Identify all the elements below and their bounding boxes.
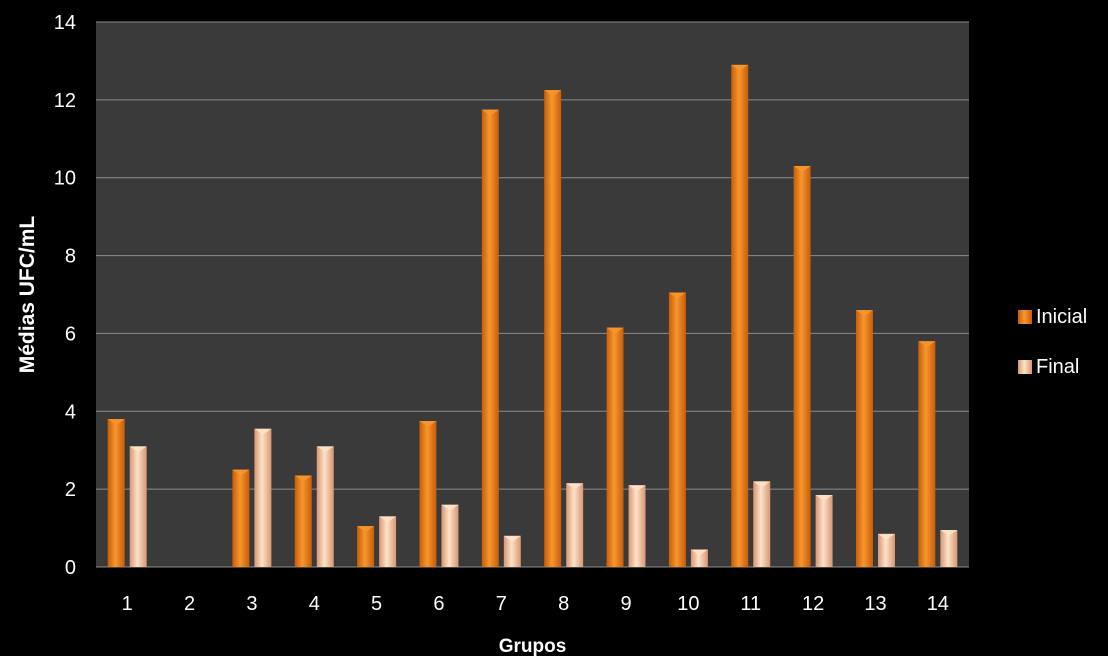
bar-inicial-1	[107, 419, 125, 567]
bar-inicial-9	[606, 327, 624, 567]
x-tick-label: 9	[620, 593, 631, 615]
y-tick-label: 10	[54, 168, 76, 190]
bar-cap-inicial-9	[606, 327, 624, 334]
bar-cap-final-3	[254, 428, 272, 435]
bar-cap-inicial-14	[918, 341, 936, 348]
bar-final-5	[379, 516, 397, 567]
x-tick-label: 13	[864, 593, 886, 615]
bar-cap-final-5	[379, 516, 397, 523]
bar-cap-final-6	[441, 504, 459, 511]
bar-cap-inicial-6	[419, 421, 437, 428]
bar-final-14	[940, 530, 958, 567]
bars	[107, 64, 958, 568]
bar-final-4	[316, 446, 334, 567]
bar-inicial-3	[232, 469, 250, 567]
plot-area	[96, 22, 969, 567]
bar-cap-final-1	[129, 446, 147, 453]
bar-inicial-11	[731, 64, 749, 568]
bar-inicial-12	[793, 166, 811, 568]
x-tick-label: 3	[246, 593, 257, 615]
x-tick-label: 12	[802, 593, 824, 615]
bar-inicial-4	[294, 475, 312, 567]
bar-final-13	[877, 533, 895, 567]
bar-final-6	[441, 504, 459, 567]
bar-cap-inicial-1	[107, 419, 125, 426]
bar-cap-inicial-11	[731, 64, 749, 71]
y-tick-label: 12	[54, 90, 76, 112]
x-tick-label: 1	[122, 593, 133, 615]
bar-inicial-13	[855, 310, 873, 567]
bar-cap-inicial-10	[668, 292, 686, 299]
x-tick-label: 14	[927, 593, 949, 615]
x-tick-label: 4	[309, 593, 320, 615]
bar-final-9	[628, 485, 646, 567]
x-axis-ticks: 1 2 3 4 5 6 7 8 9 10 11 12 13 14	[122, 593, 949, 615]
x-tick-label: 10	[677, 593, 699, 615]
y-tick-label: 4	[65, 401, 76, 423]
bar-final-1	[129, 446, 147, 567]
bar-cap-inicial-8	[544, 90, 562, 97]
bar-cap-final-14	[940, 530, 958, 537]
y-tick-label: 6	[65, 323, 76, 345]
y-tick-label: 8	[65, 246, 76, 268]
bar-inicial-5	[357, 526, 375, 567]
bar-cap-final-4	[316, 446, 334, 453]
bar-cap-final-10	[690, 549, 708, 556]
bar-cap-inicial-4	[294, 475, 312, 482]
bar-cap-inicial-13	[855, 310, 873, 317]
y-tick-label: 2	[65, 479, 76, 501]
bar-inicial-14	[918, 341, 936, 567]
legend-label-inicial: Inicial	[1036, 306, 1087, 328]
bar-inicial-7	[481, 109, 499, 567]
y-tick-label: 14	[54, 12, 76, 34]
x-axis-label: Grupos	[499, 636, 567, 656]
bar-cap-inicial-3	[232, 469, 250, 476]
bar-cap-inicial-7	[481, 109, 499, 116]
x-tick-label: 8	[558, 593, 569, 615]
bar-cap-inicial-5	[357, 526, 375, 533]
bar-final-12	[815, 494, 833, 567]
y-tick-label: 0	[65, 557, 76, 579]
x-tick-label: 11	[740, 593, 761, 615]
bar-cap-inicial-12	[793, 166, 811, 173]
bar-final-11	[753, 481, 771, 567]
legend: Inicial Final	[1018, 306, 1087, 378]
bar-cap-final-8	[566, 483, 584, 490]
bar-cap-final-9	[628, 485, 646, 492]
x-tick-label: 2	[184, 593, 195, 615]
bar-inicial-8	[544, 90, 562, 567]
x-tick-label: 6	[433, 593, 444, 615]
bar-inicial-6	[419, 421, 437, 567]
x-tick-label: 7	[496, 593, 507, 615]
gridlines	[96, 21, 969, 568]
bar-cap-final-12	[815, 494, 833, 501]
bar-cap-final-11	[753, 481, 771, 488]
x-tick-label: 5	[371, 593, 382, 615]
y-axis-ticks: 0 2 4 6 8 10 12 14	[54, 12, 76, 579]
bar-final-10	[690, 549, 708, 567]
bar-cap-final-13	[877, 533, 895, 540]
bar-inicial-10	[668, 292, 686, 567]
y-axis-label: Médias UFC/mL	[16, 216, 39, 374]
legend-label-final: Final	[1036, 356, 1079, 378]
bar-final-7	[503, 535, 521, 567]
bar-final-3	[254, 428, 272, 567]
bar-cap-final-7	[503, 535, 521, 542]
legend-swatch-final	[1018, 360, 1032, 374]
bar-final-8	[566, 483, 584, 567]
legend-swatch-inicial	[1018, 310, 1032, 324]
